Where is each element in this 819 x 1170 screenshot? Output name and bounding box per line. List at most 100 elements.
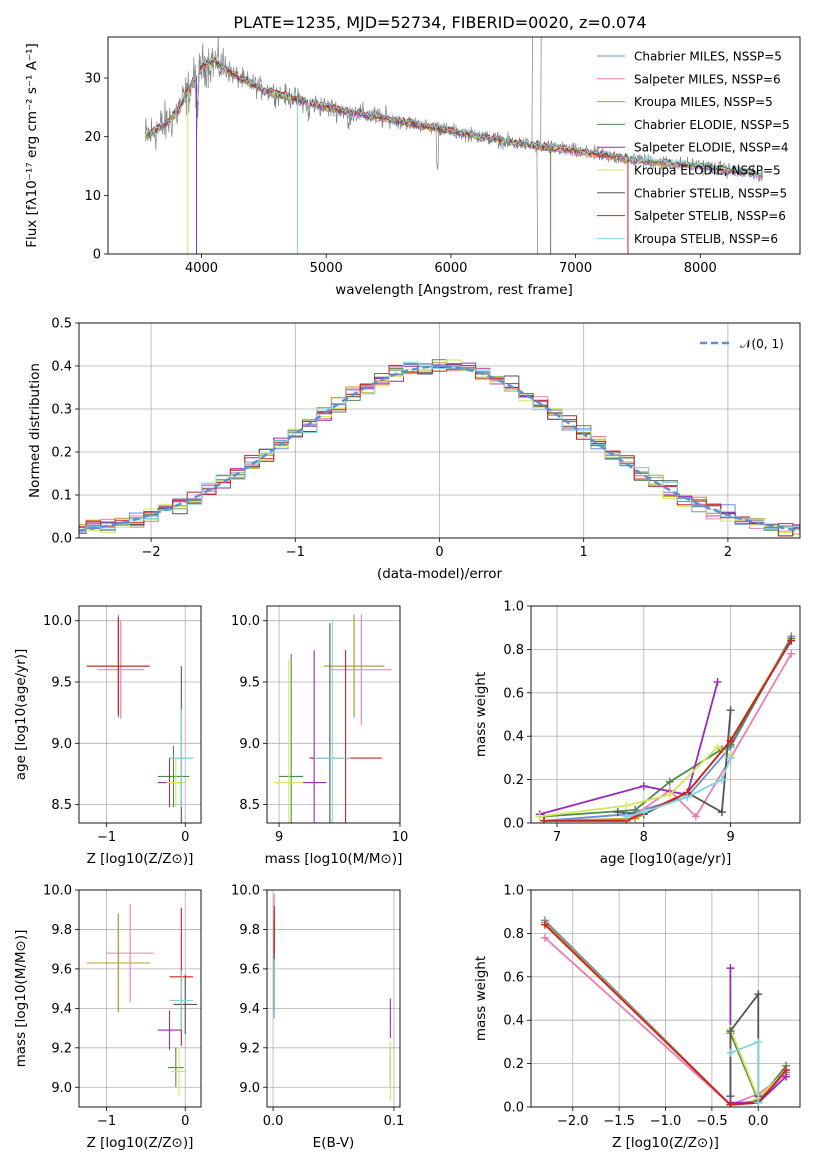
x-tick-label: 7 xyxy=(553,830,561,845)
y-tick-label: 20 xyxy=(84,130,101,145)
residual-histogram-step xyxy=(79,362,800,535)
plus-marker xyxy=(754,1037,763,1046)
y-axis-label: mass weight xyxy=(473,672,489,757)
y-tick-label: 0.5 xyxy=(51,317,72,332)
x-axis-label: Z [log10(Z/Z⊙)] xyxy=(87,851,194,867)
y-tick-label: 0.3 xyxy=(51,403,72,418)
plus-marker xyxy=(622,812,631,821)
y-tick-label: 0.0 xyxy=(503,1101,524,1116)
plus-marker xyxy=(726,964,735,973)
x-tick-label: −1.5 xyxy=(603,1114,635,1129)
y-tick-label: 0.6 xyxy=(503,970,524,985)
sky-line-spike xyxy=(540,37,542,149)
panel-weight_vs_age: 7 8 9 0.0 0.2 0.4 0.6 0.8 1.0 age [log10(age/yr)]… xyxy=(473,600,801,867)
y-tick-label: 0.4 xyxy=(503,1014,524,1029)
plus-marker xyxy=(787,636,796,645)
y-axis-label: mass weight xyxy=(473,956,489,1041)
y-tick-label: 0 xyxy=(93,248,101,263)
y-tick-label: 0.6 xyxy=(503,686,524,701)
plus-marker xyxy=(726,753,735,762)
y-tick-label: 10 xyxy=(84,189,101,204)
axes-frame xyxy=(78,322,801,539)
plus-marker xyxy=(782,1066,791,1075)
y-tick-label: 9.2 xyxy=(239,1041,260,1056)
y-tick-label: 10.0 xyxy=(231,884,260,899)
y-tick-label: 0.1 xyxy=(51,489,72,504)
plus-marker xyxy=(665,777,674,786)
legend-label: Salpeter MILES, NSSP=6 xyxy=(634,72,781,86)
x-axis-label: age [log10(age/yr)] xyxy=(600,851,732,867)
plot-area-residuals xyxy=(79,359,800,537)
plot-area-age_vs_mass xyxy=(274,614,392,823)
x-axis-label: mass [log10(M/M⊙)] xyxy=(265,851,403,867)
y-tick-label: 0.8 xyxy=(503,643,524,658)
plot-area-spectrum xyxy=(144,37,764,254)
x-tick-label: −2 xyxy=(142,545,161,560)
x-tick-label: 0 xyxy=(181,830,189,845)
legend-label: 𝒩(0, 1) xyxy=(740,337,784,351)
x-tick-label: 1 xyxy=(580,545,588,560)
y-axis-label: age [log10(age/yr)] xyxy=(13,649,29,781)
panel-age_vs_Z: −1 0 8.5 9.0 9.5 10.0 Z [log10(Z/Z⊙)] age [log1… xyxy=(13,605,202,867)
x-tick-label: 0.0 xyxy=(263,1114,284,1129)
residual-histogram-step xyxy=(79,359,800,532)
chart-title: PLATE=1235, MJD=52734, FIBERID=0020, z=0… xyxy=(233,13,646,32)
y-tick-label: 9.6 xyxy=(51,962,72,977)
legend-label: Salpeter ELODIE, NSSP=4 xyxy=(634,141,789,155)
sky-line-spike xyxy=(531,37,533,149)
y-tick-label: 0.2 xyxy=(503,1057,524,1072)
axes-frame xyxy=(107,36,801,255)
plus-marker xyxy=(726,1048,735,1057)
y-tick-label: 0.2 xyxy=(503,773,524,788)
x-tick-label: 7000 xyxy=(559,261,592,276)
plus-marker xyxy=(622,801,631,810)
y-tick-label: 0.4 xyxy=(51,360,72,375)
plus-marker xyxy=(631,805,640,814)
plot-area-weight_vs_age xyxy=(535,632,796,823)
y-tick-label: 9.0 xyxy=(51,737,72,752)
mass-weight-line xyxy=(539,681,719,816)
plot-area-age_vs_Z xyxy=(86,614,194,823)
y-tick-label: 9.6 xyxy=(239,962,260,977)
residual-histogram-step xyxy=(79,361,800,533)
plus-marker xyxy=(754,990,763,999)
y-axis-label: Flux [fλ10⁻¹⁷ erg cm⁻² s⁻¹ A⁻¹] xyxy=(24,43,40,248)
plus-marker xyxy=(535,812,544,821)
plus-marker xyxy=(665,790,674,799)
legend-label: Kroupa MILES, NSSP=5 xyxy=(634,95,773,109)
y-tick-label: 1.0 xyxy=(503,600,524,615)
y-tick-label: 8.5 xyxy=(239,798,260,813)
y-tick-label: 8.5 xyxy=(51,798,72,813)
x-tick-label: −1 xyxy=(97,830,116,845)
residual-histogram-step xyxy=(79,363,800,537)
y-tick-label: 10.0 xyxy=(231,614,260,629)
plus-marker xyxy=(713,677,722,686)
y-tick-label: 9.0 xyxy=(239,1081,260,1096)
plus-marker xyxy=(540,933,549,942)
residual-histogram-step xyxy=(79,362,800,534)
plus-marker xyxy=(683,792,692,801)
y-tick-label: 30 xyxy=(84,72,101,87)
y-tick-label: 9.4 xyxy=(239,1002,260,1017)
x-tick-label: 9 xyxy=(726,830,734,845)
y-tick-label: 0.8 xyxy=(503,927,524,942)
legend-label: Chabrier MILES, NSSP=5 xyxy=(634,50,782,64)
plus-marker xyxy=(787,649,796,658)
plus-marker xyxy=(726,1100,735,1107)
y-tick-label: 9.4 xyxy=(51,1002,72,1017)
x-tick-label: −1.0 xyxy=(650,1114,682,1129)
axes-frame xyxy=(266,889,401,1108)
panel-age_vs_mass: 9 10 8.5 9.0 9.5 10.0 mass [log10(M/M⊙)] xyxy=(231,605,409,867)
legend-label: Salpeter STELIB, NSSP=6 xyxy=(634,209,786,223)
panel-mass_vs_ebv: 0.0 0.1 9.0 9.2 9.4 9.6 9.8 10.0 E(B-V) xyxy=(231,884,404,1152)
x-tick-label: −1 xyxy=(286,545,305,560)
x-tick-label: 10 xyxy=(392,830,409,845)
x-tick-label: 0 xyxy=(435,545,443,560)
plus-marker xyxy=(613,808,622,817)
x-tick-label: −2.0 xyxy=(557,1114,589,1129)
plus-marker xyxy=(691,812,700,821)
plot-area-mass_vs_ebv xyxy=(273,893,391,1102)
axes-frame xyxy=(266,605,401,824)
x-tick-label: 5000 xyxy=(310,261,343,276)
